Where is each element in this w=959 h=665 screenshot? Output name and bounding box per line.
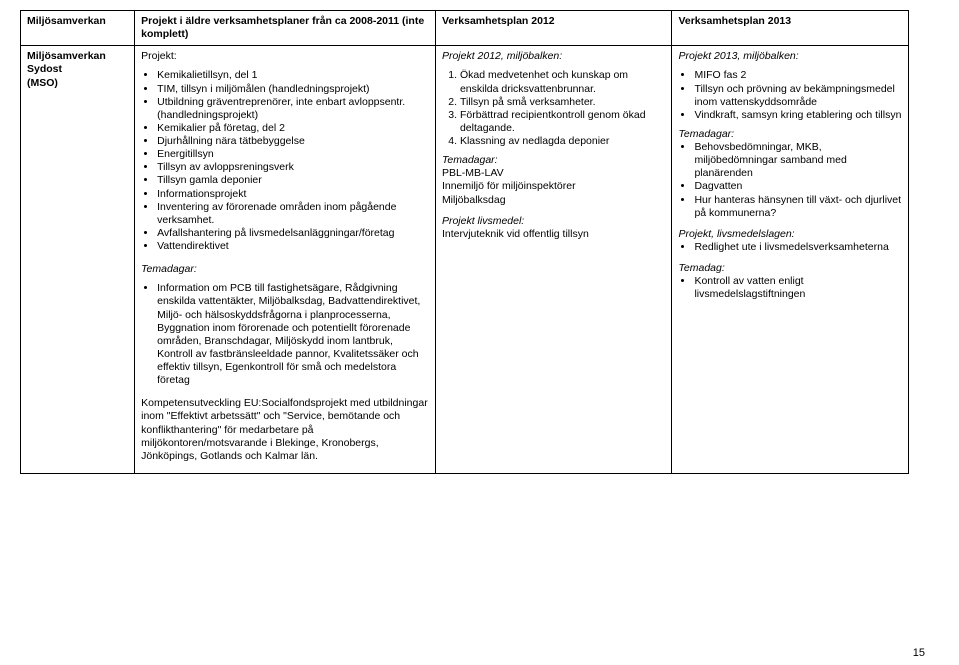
- col3-temadagar-label: Temadagar:: [678, 128, 902, 141]
- list-item: Tillsyn på små verksamheter.: [460, 96, 666, 109]
- header-row: Miljösamverkan Projekt i äldre verksamhe…: [21, 11, 909, 46]
- list-item: Tillsyn och prövning av bekämpningsmedel…: [694, 83, 902, 109]
- list-item: Klassning av nedlagda deponier: [460, 135, 666, 148]
- list-item: Tillsyn gamla deponier: [157, 174, 429, 187]
- list-item: Redlighet ute i livsmedelsverksamheterna: [694, 241, 902, 254]
- list-item: Vindkraft, samsyn kring etablering och t…: [694, 109, 902, 122]
- list-item: Kontroll av vatten enligt livsmedelslags…: [694, 275, 902, 301]
- list-item: Kemikalietillsyn, del 1: [157, 69, 429, 82]
- col2-sub-line: Intervjuteknik vid offentlig tillsyn: [442, 228, 666, 241]
- col2-temadagar-line: Miljöbalksdag: [442, 194, 666, 207]
- col3-td-list: Kontroll av vatten enligt livsmedelslags…: [678, 275, 902, 301]
- header-c2: Verksamhetsplan 2012: [435, 11, 672, 46]
- col2-temadagar-label: Temadagar:: [442, 154, 666, 167]
- list-item: Dagvatten: [694, 180, 902, 193]
- list-item: Energitillsyn: [157, 148, 429, 161]
- col2-title: Projekt 2012, miljöbalken:: [442, 50, 666, 63]
- header-c0: Miljösamverkan: [21, 11, 135, 46]
- list-item: TIM, tillsyn i miljömålen (handledningsp…: [157, 83, 429, 96]
- list-item: Inventering av förorenade områden inom p…: [157, 201, 429, 227]
- col2-cell: Projekt 2012, miljöbalken: Ökad medveten…: [435, 46, 672, 474]
- header-c1: Projekt i äldre verksamhetsplaner från c…: [135, 11, 436, 46]
- page: Miljösamverkan Projekt i äldre verksamhe…: [0, 0, 959, 665]
- list-item: Vattendirektivet: [157, 240, 429, 253]
- list-item: Information om PCB till fastighetsägare,…: [157, 282, 429, 387]
- row-label-1: Miljösamverkan: [27, 50, 106, 62]
- list-item: Avfallshantering på livsmedelsanläggning…: [157, 227, 429, 240]
- list-item: Tillsyn av avloppsreningsverk: [157, 161, 429, 174]
- list-item: Förbättrad recipientkontroll genom ökad …: [460, 109, 666, 135]
- list-item: Hur hanteras hänsynen till växt- och dju…: [694, 194, 902, 220]
- col1-temadagar-list: Information om PCB till fastighetsägare,…: [141, 282, 429, 387]
- col2-temadagar-line: PBL-MB-LAV: [442, 167, 666, 180]
- col3-sub-list: Redlighet ute i livsmedelsverksamheterna: [678, 241, 902, 254]
- list-item: Djurhållning nära tätbebyggelse: [157, 135, 429, 148]
- col3-cell: Projekt 2013, miljöbalken: MIFO fas 2 Ti…: [672, 46, 909, 474]
- col1-cell: Projekt: Kemikalietillsyn, del 1 TIM, ti…: [135, 46, 436, 474]
- col3-items: MIFO fas 2 Tillsyn och prövning av bekäm…: [678, 69, 902, 122]
- page-number: 15: [913, 647, 925, 659]
- list-item: Ökad medvetenhet och kunskap om enskilda…: [460, 69, 666, 95]
- col2-temadagar-line: Innemiljö för miljöinspektörer: [442, 180, 666, 193]
- list-item: Utbildning gräventreprenörer, inte enbar…: [157, 96, 429, 122]
- row-label-cell: Miljösamverkan Sydost (MSO): [21, 46, 135, 474]
- col1-projekt-label: Projekt:: [141, 50, 429, 63]
- row-label-3: (MSO): [27, 77, 58, 89]
- list-item: Informationsprojekt: [157, 188, 429, 201]
- list-item: Behovsbedömningar, MKB, miljöbedömningar…: [694, 141, 902, 180]
- row-label-2: Sydost: [27, 63, 62, 75]
- col2-sub-label: Projekt livsmedel:: [442, 215, 666, 228]
- header-c3: Verksamhetsplan 2013: [672, 11, 909, 46]
- document-table: Miljösamverkan Projekt i äldre verksamhe…: [20, 10, 909, 474]
- col1-projekt-list: Kemikalietillsyn, del 1 TIM, tillsyn i m…: [141, 69, 429, 253]
- col2-ol: Ökad medvetenhet och kunskap om enskilda…: [442, 69, 666, 148]
- col3-td-label: Temadag:: [678, 262, 902, 275]
- col3-temadagar-list: Behovsbedömningar, MKB, miljöbedömningar…: [678, 141, 902, 220]
- list-item: Kemikalier på företag, del 2: [157, 122, 429, 135]
- col1-footer-para: Kompetensutveckling EU:Socialfondsprojek…: [141, 397, 429, 463]
- col1-temadagar-label: Temadagar:: [141, 263, 429, 276]
- col3-title: Projekt 2013, miljöbalken:: [678, 50, 902, 63]
- list-item: MIFO fas 2: [694, 69, 902, 82]
- col3-sub-label: Projekt, livsmedelslagen:: [678, 228, 902, 241]
- data-row: Miljösamverkan Sydost (MSO) Projekt: Kem…: [21, 46, 909, 474]
